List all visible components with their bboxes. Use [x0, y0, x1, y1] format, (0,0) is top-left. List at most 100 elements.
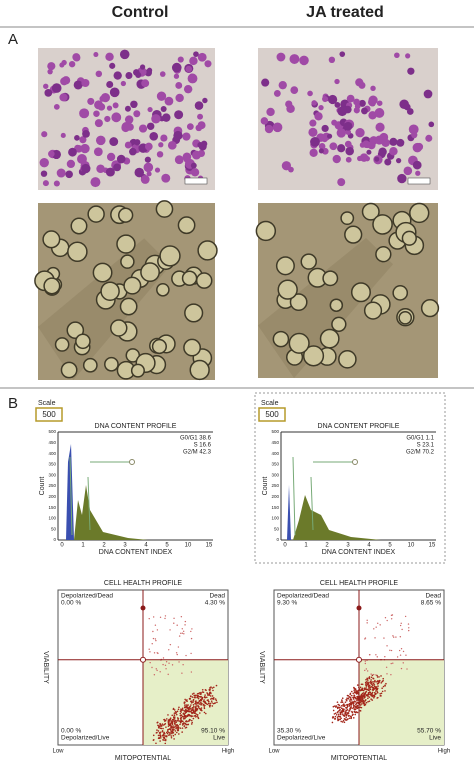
- event-dot: [372, 686, 374, 689]
- event-dot: [169, 722, 171, 725]
- event-dot: [184, 712, 187, 714]
- cell: [182, 132, 191, 141]
- event-dot: [192, 709, 194, 712]
- event-dot: [370, 681, 373, 684]
- cell: [92, 262, 113, 283]
- event-dot: [165, 735, 168, 738]
- event-dot: [376, 674, 378, 677]
- event-dot: [179, 712, 182, 715]
- cell: [204, 60, 212, 68]
- event-dot: [196, 701, 199, 704]
- event-dot: [177, 719, 179, 722]
- event-dot: [184, 620, 187, 623]
- event-dot: [163, 734, 165, 737]
- event-dot: [210, 686, 212, 688]
- cell: [332, 154, 341, 164]
- event-dot: [337, 706, 339, 709]
- event-dot: [351, 690, 353, 693]
- quadrant-value: 55.70 %: [417, 728, 441, 735]
- event-dot: [171, 726, 173, 729]
- event-dot: [368, 700, 371, 702]
- event-dot: [360, 700, 362, 702]
- event-dot: [188, 706, 191, 709]
- event-dot: [333, 713, 336, 715]
- event-dot: [370, 698, 372, 700]
- event-dot: [361, 683, 364, 686]
- event-dot: [407, 623, 410, 625]
- event-dot: [364, 699, 367, 702]
- event-dot: [361, 689, 364, 691]
- event-dot: [175, 711, 178, 713]
- event-dot: [376, 680, 379, 683]
- event-dot: [164, 664, 167, 667]
- cell: [79, 108, 90, 119]
- event-dot: [389, 649, 391, 652]
- cell: [51, 83, 62, 93]
- event-dot: [375, 690, 377, 692]
- event-dot: [365, 701, 368, 704]
- x-axis-label: MITOPOTENTIAL: [115, 755, 171, 762]
- event-dot: [203, 696, 206, 699]
- cell: [310, 136, 320, 147]
- event-dot: [339, 713, 342, 716]
- event-dot: [176, 653, 178, 656]
- cell: [146, 67, 153, 73]
- event-dot: [193, 692, 195, 695]
- event-dot: [148, 617, 150, 620]
- event-dot: [362, 689, 365, 692]
- event-dot: [189, 708, 191, 710]
- event-dot: [201, 697, 203, 699]
- cell: [398, 310, 413, 325]
- cell: [181, 270, 198, 287]
- quadrant-label: Depolarized/Live: [61, 735, 110, 742]
- event-dot: [167, 720, 170, 723]
- event-dot: [214, 702, 216, 704]
- event-dot: [165, 726, 167, 728]
- event-dot: [353, 694, 356, 697]
- cell: [272, 122, 283, 133]
- cell: [345, 156, 352, 163]
- event-dot: [173, 738, 175, 740]
- event-dot: [354, 713, 357, 716]
- event-dot: [157, 724, 159, 727]
- quadrant-value: 9.30 %: [277, 600, 297, 607]
- event-dot: [173, 622, 175, 624]
- event-dot: [357, 696, 359, 699]
- cell: [302, 345, 325, 367]
- event-dot: [172, 725, 174, 727]
- event-dot: [194, 709, 197, 711]
- x-end-label: Low: [268, 749, 280, 755]
- event-dot: [180, 719, 183, 722]
- event-dot: [354, 706, 357, 708]
- x-end-label: High: [222, 749, 234, 755]
- y-tick-label: 300: [48, 472, 56, 477]
- cell: [428, 121, 435, 128]
- y-tick-label: 50: [274, 526, 280, 531]
- y-tick-label: 350: [48, 462, 56, 467]
- y-tick-label: 150: [48, 505, 56, 510]
- cell: [113, 163, 122, 172]
- event-dot: [341, 701, 344, 704]
- event-dot: [161, 730, 164, 733]
- event-dot: [175, 727, 177, 730]
- x-axis-label: MITOPOTENTIAL: [331, 755, 387, 762]
- cell: [314, 112, 323, 121]
- cell: [192, 150, 201, 160]
- cell: [308, 127, 318, 137]
- event-dot: [367, 695, 369, 698]
- event-dot: [366, 693, 368, 696]
- event-dot: [209, 698, 212, 700]
- event-dot: [162, 727, 164, 730]
- event-dot: [386, 673, 388, 675]
- event-dot: [194, 710, 196, 713]
- event-dot: [169, 728, 171, 730]
- x-tick-label: 0: [283, 543, 287, 549]
- x-tick-label: 4: [144, 543, 148, 549]
- cell: [105, 167, 115, 177]
- event-dot: [198, 695, 201, 698]
- gate-handle: [356, 605, 362, 611]
- event-dot: [197, 694, 199, 697]
- cell: [405, 53, 411, 59]
- event-dot: [159, 616, 162, 619]
- event-dot: [384, 690, 386, 692]
